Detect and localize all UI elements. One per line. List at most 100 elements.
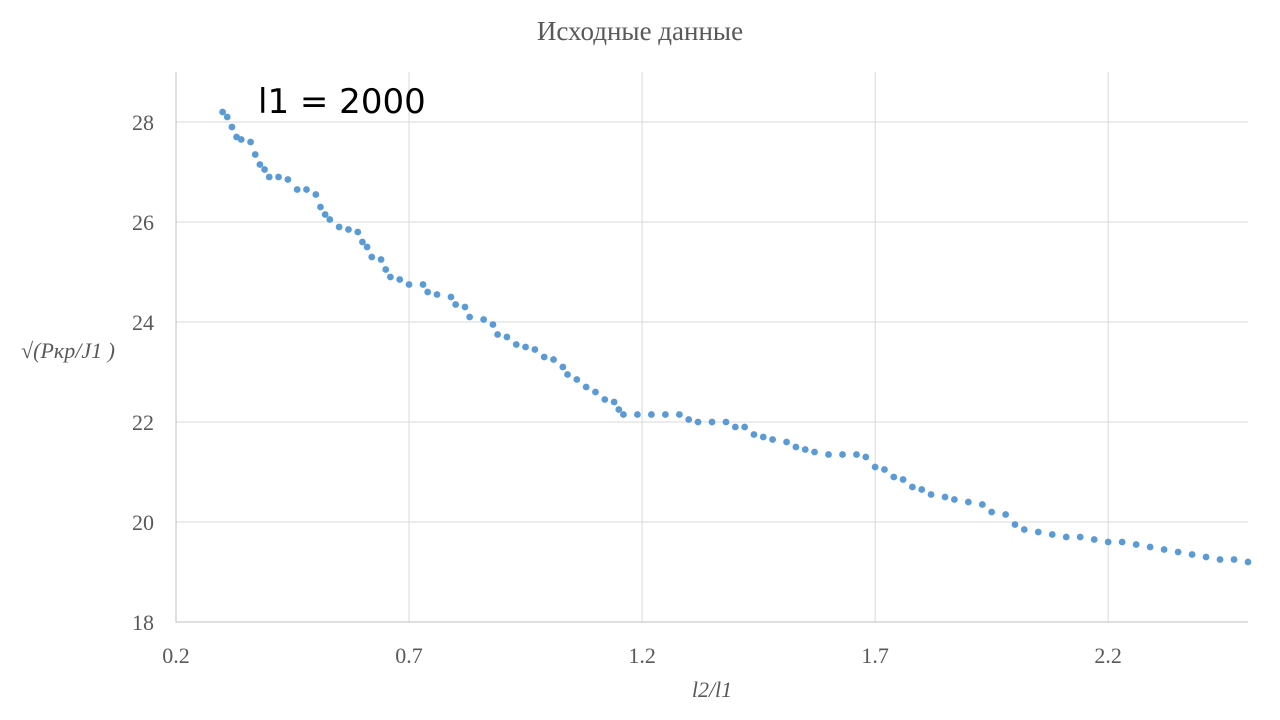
x-tick-label: 1.2 xyxy=(628,643,656,668)
data-point xyxy=(531,346,539,353)
data-point xyxy=(731,423,739,431)
data-point xyxy=(675,411,683,418)
y-tick-label: 24 xyxy=(132,310,154,335)
data-point xyxy=(405,281,413,288)
data-point xyxy=(345,226,352,233)
data-point xyxy=(559,363,567,371)
data-point xyxy=(620,411,627,418)
data-point xyxy=(899,476,907,483)
data-point xyxy=(1034,528,1042,536)
data-point xyxy=(284,176,292,183)
data-point xyxy=(251,151,259,158)
data-point xyxy=(1160,546,1168,553)
data-point xyxy=(1202,553,1210,561)
data-point xyxy=(1048,531,1056,538)
data-point xyxy=(1076,533,1084,541)
data-point xyxy=(1011,521,1019,528)
data-point xyxy=(708,418,716,426)
data-point xyxy=(564,371,571,378)
data-point xyxy=(1230,556,1238,563)
x-tick-label: 0.7 xyxy=(395,643,423,668)
data-point xyxy=(256,161,264,168)
tick-layer: 18 20 22 24 26 28 0.2 0.7 1.2 1.7 2.2 xyxy=(132,110,1122,668)
data-point xyxy=(396,276,404,283)
data-point xyxy=(890,473,898,481)
data-point xyxy=(1188,551,1196,558)
data-point xyxy=(368,253,376,261)
data-point xyxy=(363,243,371,251)
data-point xyxy=(419,281,427,288)
data-point xyxy=(988,508,996,516)
data-point xyxy=(228,123,236,131)
data-point xyxy=(1174,548,1182,556)
axis-layer xyxy=(175,72,1248,623)
data-point xyxy=(452,301,460,308)
data-point xyxy=(377,256,385,263)
data-point xyxy=(722,418,730,426)
data-point xyxy=(750,431,758,438)
data-point xyxy=(1132,541,1140,548)
x-tick-label: 2.2 xyxy=(1094,643,1122,668)
data-point xyxy=(321,211,329,218)
data-point xyxy=(447,293,455,301)
data-point xyxy=(881,466,888,473)
data-point xyxy=(1216,556,1224,563)
data-point xyxy=(862,453,870,461)
data-point xyxy=(359,238,366,246)
data-point xyxy=(741,423,749,431)
data-point xyxy=(871,463,879,471)
data-point xyxy=(783,438,790,446)
y-tick-label: 22 xyxy=(132,410,154,435)
data-point xyxy=(247,138,254,146)
x-tick-label: 0.2 xyxy=(162,643,190,668)
x-tick-label: 1.7 xyxy=(861,643,889,668)
data-point xyxy=(634,411,641,418)
data-point xyxy=(792,443,800,451)
data-point xyxy=(312,191,320,198)
data-point xyxy=(550,356,557,363)
data-point xyxy=(293,186,301,193)
y-tick-label: 20 xyxy=(132,510,154,535)
data-point xyxy=(941,493,949,501)
data-point xyxy=(1118,538,1126,546)
data-point xyxy=(480,316,488,323)
data-point xyxy=(354,228,362,236)
data-point xyxy=(261,166,268,173)
data-point xyxy=(387,273,394,281)
data-point xyxy=(1090,536,1098,543)
data-point xyxy=(759,433,767,441)
data-point xyxy=(1002,511,1010,518)
data-point xyxy=(950,496,958,503)
data-point xyxy=(237,136,245,143)
grid-layer xyxy=(176,72,1248,622)
data-point xyxy=(685,416,693,423)
data-point xyxy=(317,203,324,211)
data-point xyxy=(1244,558,1252,566)
data-point xyxy=(694,418,702,426)
data-point xyxy=(661,411,669,418)
data-point xyxy=(424,288,432,296)
data-point xyxy=(382,266,390,273)
points-layer xyxy=(219,108,1252,566)
data-point xyxy=(853,451,860,458)
data-point xyxy=(433,291,441,298)
data-point xyxy=(801,446,809,453)
data-point xyxy=(223,113,231,121)
data-point xyxy=(811,448,818,456)
data-point xyxy=(582,383,590,391)
data-point xyxy=(573,376,581,383)
data-point xyxy=(489,321,497,328)
data-point xyxy=(918,486,926,493)
y-tick-label: 28 xyxy=(132,110,154,135)
y-tick-label: 26 xyxy=(132,210,154,235)
data-point xyxy=(522,343,529,351)
data-point xyxy=(494,331,501,338)
data-point xyxy=(839,451,846,458)
data-point xyxy=(825,451,832,458)
data-point xyxy=(601,396,609,403)
y-axis-label: √(Pкр/J1 ) xyxy=(21,338,115,363)
data-point xyxy=(540,353,548,361)
data-point xyxy=(275,173,282,181)
chart-annotation: l1 = 2000 xyxy=(258,82,426,122)
